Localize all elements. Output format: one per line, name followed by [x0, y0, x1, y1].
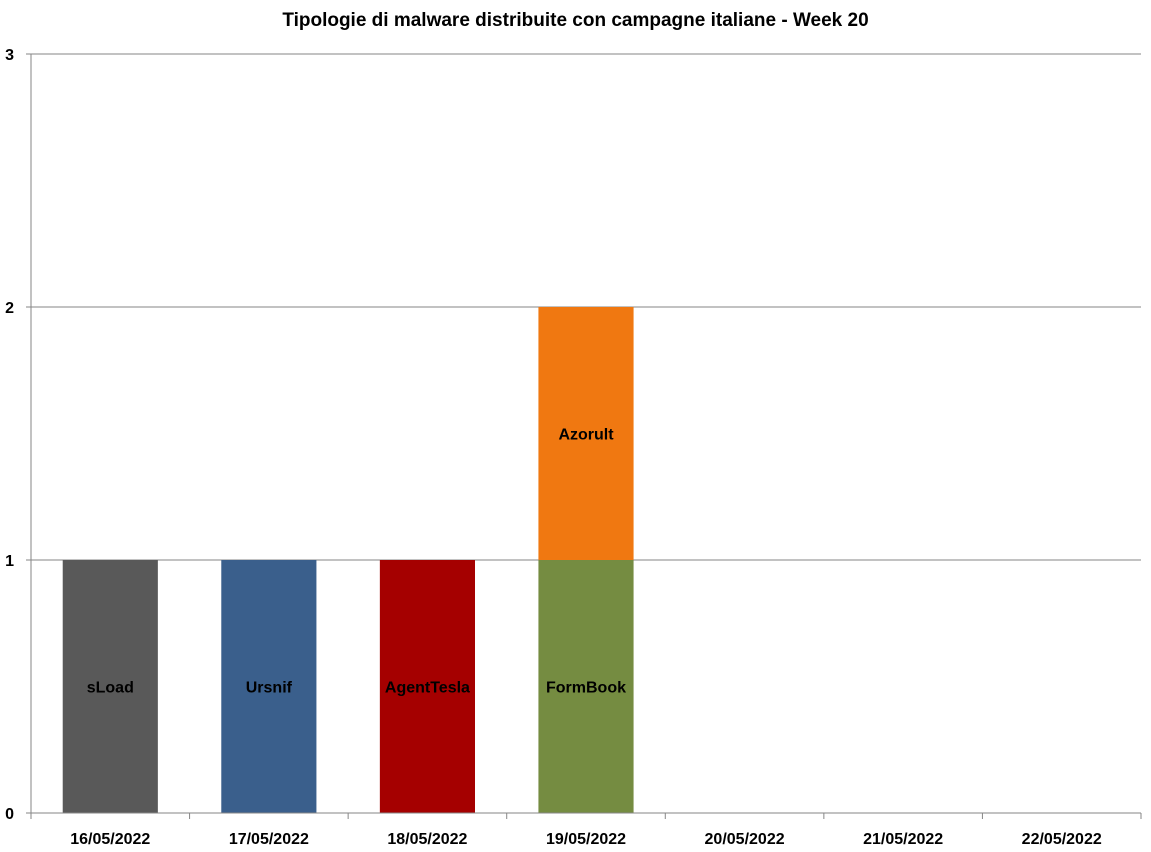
bar-data-label: Azorult: [558, 427, 614, 444]
x-tick-label: 22/05/2022: [1022, 831, 1102, 848]
bar: [538, 307, 634, 560]
y-tick-label: 3: [5, 47, 14, 64]
y-tick-label: 1: [5, 553, 14, 570]
y-tick-label: 0: [5, 806, 14, 823]
bars: [62, 307, 634, 813]
x-tick-label: 20/05/2022: [705, 831, 785, 848]
bar-data-label: sLoad: [87, 680, 134, 697]
bar: [538, 560, 634, 813]
bar: [379, 560, 475, 813]
chart-title: Tipologie di malware distribuite con cam…: [282, 10, 869, 31]
x-tick-label: 17/05/2022: [229, 831, 309, 848]
bar: [221, 560, 317, 813]
bar-data-label: FormBook: [546, 680, 626, 697]
x-tick-label: 18/05/2022: [387, 831, 467, 848]
bar-data-label: AgentTesla: [385, 680, 470, 697]
x-tick-label: 16/05/2022: [70, 831, 150, 848]
y-tick-label: 2: [5, 300, 14, 317]
x-tick-label: 19/05/2022: [546, 831, 626, 848]
bar-data-label: Ursnif: [246, 680, 293, 697]
axes: [26, 53, 1142, 819]
labels: 0 1 2 3 sLoad Ursnif AgentTesla FormBook Azorult…: [5, 47, 1102, 848]
bar: [62, 560, 158, 813]
x-tick-label: 21/05/2022: [863, 831, 943, 848]
